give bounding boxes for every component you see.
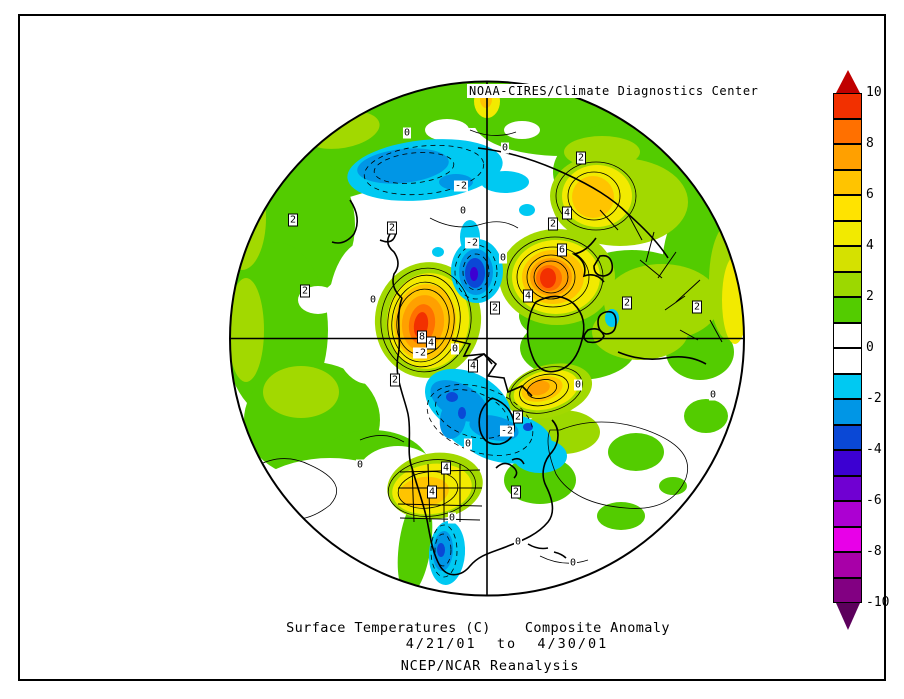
contour-label: 0 [463,438,473,450]
contour-label: 6 [556,243,568,257]
contour-label: 0 [500,142,510,154]
contour-label: -2 [499,425,515,437]
contour-label: 4 [425,336,437,350]
colorbar-segment [833,424,862,450]
map-boundary-circle [229,80,745,597]
contour-label: 4 [440,461,452,475]
contour-label: 2 [386,221,398,235]
colorbar-tick-label: -10 [866,595,890,610]
contour-label: -2 [412,347,428,359]
colorbar-segment [833,93,862,119]
colorbar-segment [833,552,862,578]
map-title: NOAA-CIRES/Climate Diagnostics Center [467,84,761,98]
colorbar-segment [833,373,862,399]
colorbar-segment [833,501,862,527]
plot-frame [18,14,886,681]
anomaly-minus3to4-cores [437,258,533,557]
contour-label: 4 [467,359,479,373]
colorbar-tick-label: 4 [866,238,874,253]
colorbar-segment [833,450,862,476]
colorbar-segment [833,322,862,348]
colorbar-tick-label: -2 [866,391,882,406]
contour-label: 0 [568,557,578,569]
colorbar-tick-label: 0 [866,340,874,355]
colorbar-segment [833,399,862,425]
colorbar-tick-label: -6 [866,493,882,508]
colorbar-arrow-down-icon [836,603,860,630]
caption-variable: Surface Temperatures (C) Composite Anoma… [286,620,670,636]
colorbar-segment [833,246,862,272]
colorbar-tick-label: 6 [866,187,874,202]
projection-crosshair [230,81,744,596]
contour-label: 2 [299,284,311,298]
colorbar-segment [833,271,862,297]
anomaly-minus4plus-core [470,267,478,281]
colorbar-tick-label: 10 [866,85,882,100]
contour-label: 0 [355,459,365,471]
colorbar-tick-label: 2 [866,289,874,304]
colorbar-tick-label: -4 [866,442,882,457]
contour-label: 0 [447,512,457,524]
positive-contour-rings [380,161,637,517]
colorbar-segment [833,144,862,170]
contour-label: 0 [402,127,412,139]
contour-label: 2 [389,373,401,387]
contour-label: 2 [691,300,703,314]
contour-label: -2 [453,180,469,192]
caption-data-source: NCEP/NCAR Reanalysis [400,658,580,674]
colorbar-segment [833,118,862,144]
contour-label: 0 [708,389,718,401]
contour-label: 2 [287,213,299,227]
colorbar-segment [833,348,862,374]
contour-label: 0 [573,379,583,391]
contour-label: 4 [426,485,438,499]
colorbar-segment [833,169,862,195]
contour-label: 2 [547,217,559,231]
contour-label: 2 [575,151,587,165]
caption-date-range: 4/21/01 to 4/30/01 [405,636,609,652]
contour-label: 0 [450,343,460,355]
contour-label: 0 [458,205,468,217]
colorbar-segment [833,220,862,246]
contour-label: 0 [498,252,508,264]
contour-label: 0 [513,536,523,548]
contour-label: 2 [489,301,501,315]
colorbar-segment [833,526,862,552]
negative-contour-rings [363,144,534,578]
colorbar-tick-label: -8 [866,544,882,559]
colorbar-segment [833,577,862,603]
contour-label: -2 [464,237,480,249]
contour-label: 2 [510,485,522,499]
colorbar-segment [833,195,862,221]
colorbar-arrow-up-icon [836,70,860,93]
coastlines [331,147,707,576]
colorbar-segment [833,475,862,501]
contour-label: 4 [522,289,534,303]
contour-label: 4 [561,206,573,220]
contour-label: 2 [621,296,633,310]
contour-label: 2 [512,410,524,424]
colorbar-tick-label: 8 [866,136,874,151]
contour-label: 0 [368,294,378,306]
colorbar-segment [833,297,862,323]
